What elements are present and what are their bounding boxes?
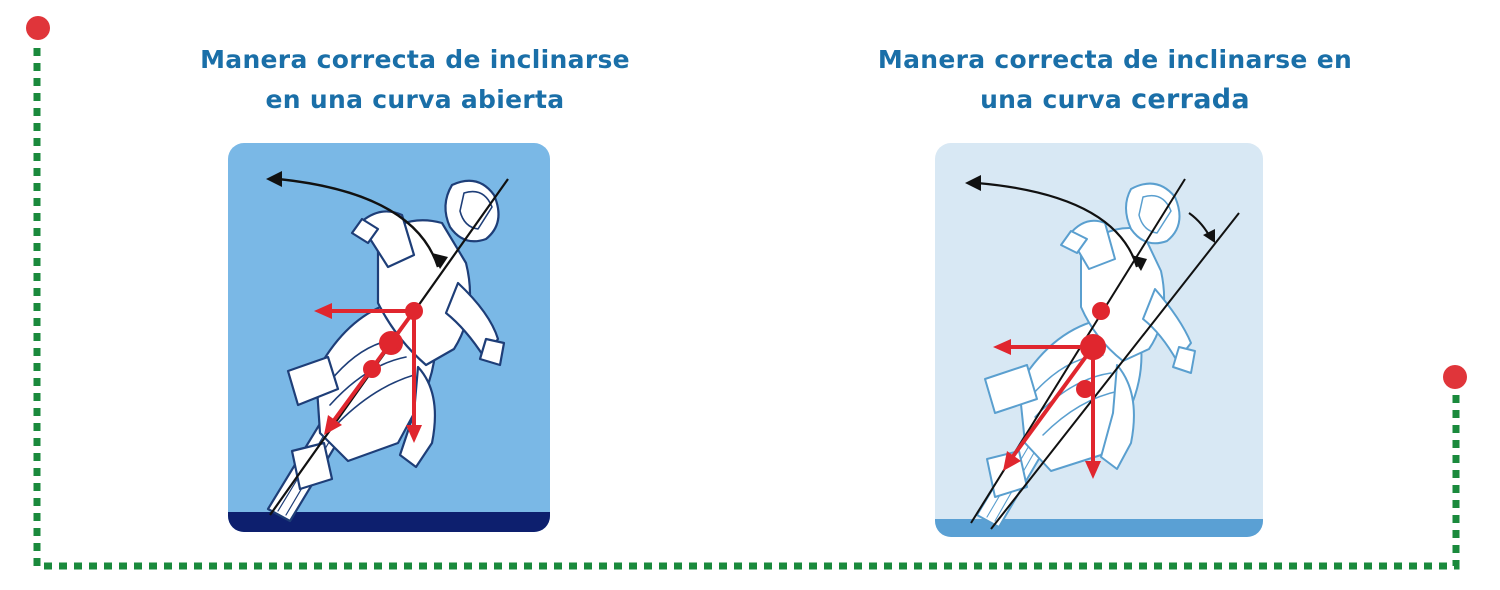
lean-arrow-head-end [432, 253, 448, 269]
closed-curve-panel [935, 143, 1263, 537]
caption-open-line2: en una curva abierta [265, 85, 565, 114]
lean-arrow [976, 181, 1139, 268]
open-curve-illustration [228, 143, 550, 532]
bike-gravity-dot [363, 360, 381, 378]
lean-arrow-head-start [266, 171, 282, 187]
bike-gravity-dot [1076, 380, 1094, 398]
caption-closed-line2-text: una curva [980, 85, 1123, 114]
caption-closed-line2: una curva cerrada [870, 80, 1360, 120]
rider-gravity-dot [1092, 302, 1110, 320]
lean-arrow-head-end [1131, 255, 1147, 271]
caption-open-curve: Manera correcta de inclinarse en una cur… [185, 40, 645, 120]
force-vectors [314, 302, 423, 443]
ground-strip [228, 512, 550, 532]
caption-closed-curve: Manera correcta de inclinarse en una cur… [870, 40, 1360, 120]
frame-line [33, 48, 1460, 570]
ground-strip [935, 519, 1263, 537]
rider-gravity-dot [405, 302, 423, 320]
force-vectors [993, 302, 1110, 479]
angle-arrow-head [1203, 229, 1215, 243]
lean-arrow-head-start [965, 175, 981, 191]
center-of-gravity-dot [379, 331, 403, 355]
frame-end-dot [1443, 365, 1467, 389]
center-of-gravity-dot [1080, 334, 1106, 360]
lean-arrow [277, 177, 440, 268]
caption-open-line1: Manera correcta de inclinarse [200, 45, 630, 74]
caption-closed-line1: Manera correcta de inclinarse en [877, 45, 1353, 74]
frame-start-dot [26, 16, 50, 40]
closed-curve-illustration [935, 143, 1263, 537]
caption-closed-emphasis: cerrada [1131, 84, 1250, 115]
open-curve-panel [228, 143, 550, 532]
bike-lean-line [990, 212, 1240, 530]
